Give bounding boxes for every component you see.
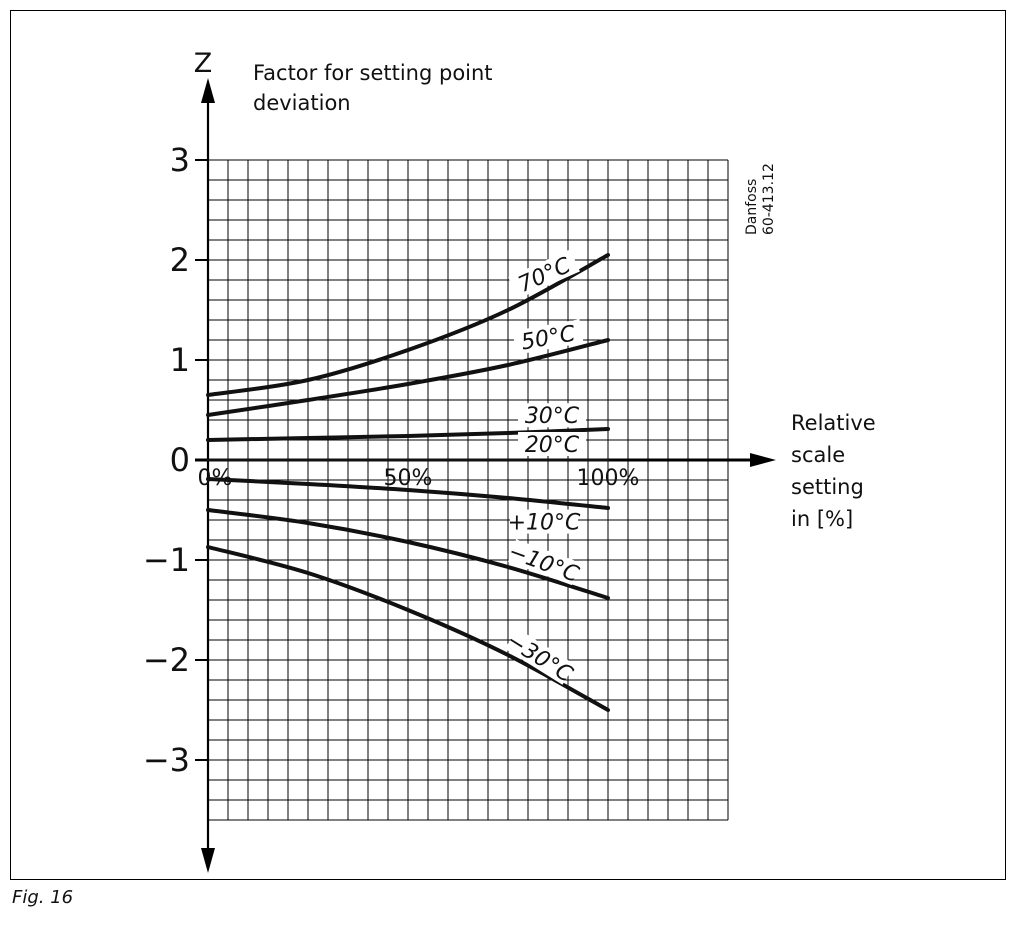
y-tick-label: 2 [170, 241, 190, 279]
x-axis-label-line-3: setting [791, 475, 864, 499]
x-axis-label-line-4: in [%] [791, 507, 853, 531]
figure-caption: Fig. 16 [12, 887, 74, 908]
y-tick-label: 0 [170, 441, 190, 479]
series-line [206, 508, 610, 600]
series-label: −10°C [505, 539, 583, 588]
y-tick-label: −2 [143, 641, 190, 679]
y-axis-arrow-up [201, 78, 215, 103]
series-label: 30°C [525, 404, 580, 429]
series-label-bg [518, 403, 586, 428]
x-tick-label: 100% [577, 466, 640, 491]
series-group: 70°C50°C30°C20°C+10°C−10°C−30°C [206, 249, 610, 712]
series-label-bg [504, 628, 576, 685]
y-tick-label: 1 [170, 341, 190, 379]
series-line [206, 427, 610, 442]
x-ticks: 0% 50% 100% [198, 466, 640, 491]
series-line [206, 545, 610, 712]
y-axis-arrow-down [201, 848, 215, 873]
series-label: +10°C [508, 511, 581, 536]
y-axis-symbol: Z [194, 48, 213, 79]
grid [207, 159, 729, 821]
series-label-bg [507, 539, 581, 586]
y-axis-label-line-1: Factor for setting point [253, 61, 493, 85]
x-axis-label-line-1: Relative [791, 411, 876, 435]
watermark-line-1: Danfoss [744, 179, 760, 235]
y-tick-label: 3 [170, 141, 190, 179]
series-label: 20°C [525, 433, 580, 458]
y-tick-label: −3 [143, 741, 190, 779]
axes [195, 78, 776, 873]
figure-frame [10, 10, 1006, 880]
x-axis-arrow [750, 453, 776, 467]
series-label-bg [512, 319, 584, 355]
y-axis-label-line-2: deviation [253, 91, 351, 115]
x-axis-label-line-2: scale [791, 443, 845, 467]
y-tick-label: −1 [143, 541, 190, 579]
y-ticks: 3 2 1 0 −1 −2 −3 [143, 141, 208, 779]
series-label-bg [508, 249, 580, 299]
x-tick-label: 50% [384, 466, 433, 491]
series-line [206, 338, 610, 417]
series-label-bg [518, 432, 586, 456]
series-label-bg [510, 509, 578, 534]
series-line [206, 477, 610, 510]
series-line [206, 253, 610, 397]
watermark-line-2: 60-413.12 [761, 163, 777, 235]
